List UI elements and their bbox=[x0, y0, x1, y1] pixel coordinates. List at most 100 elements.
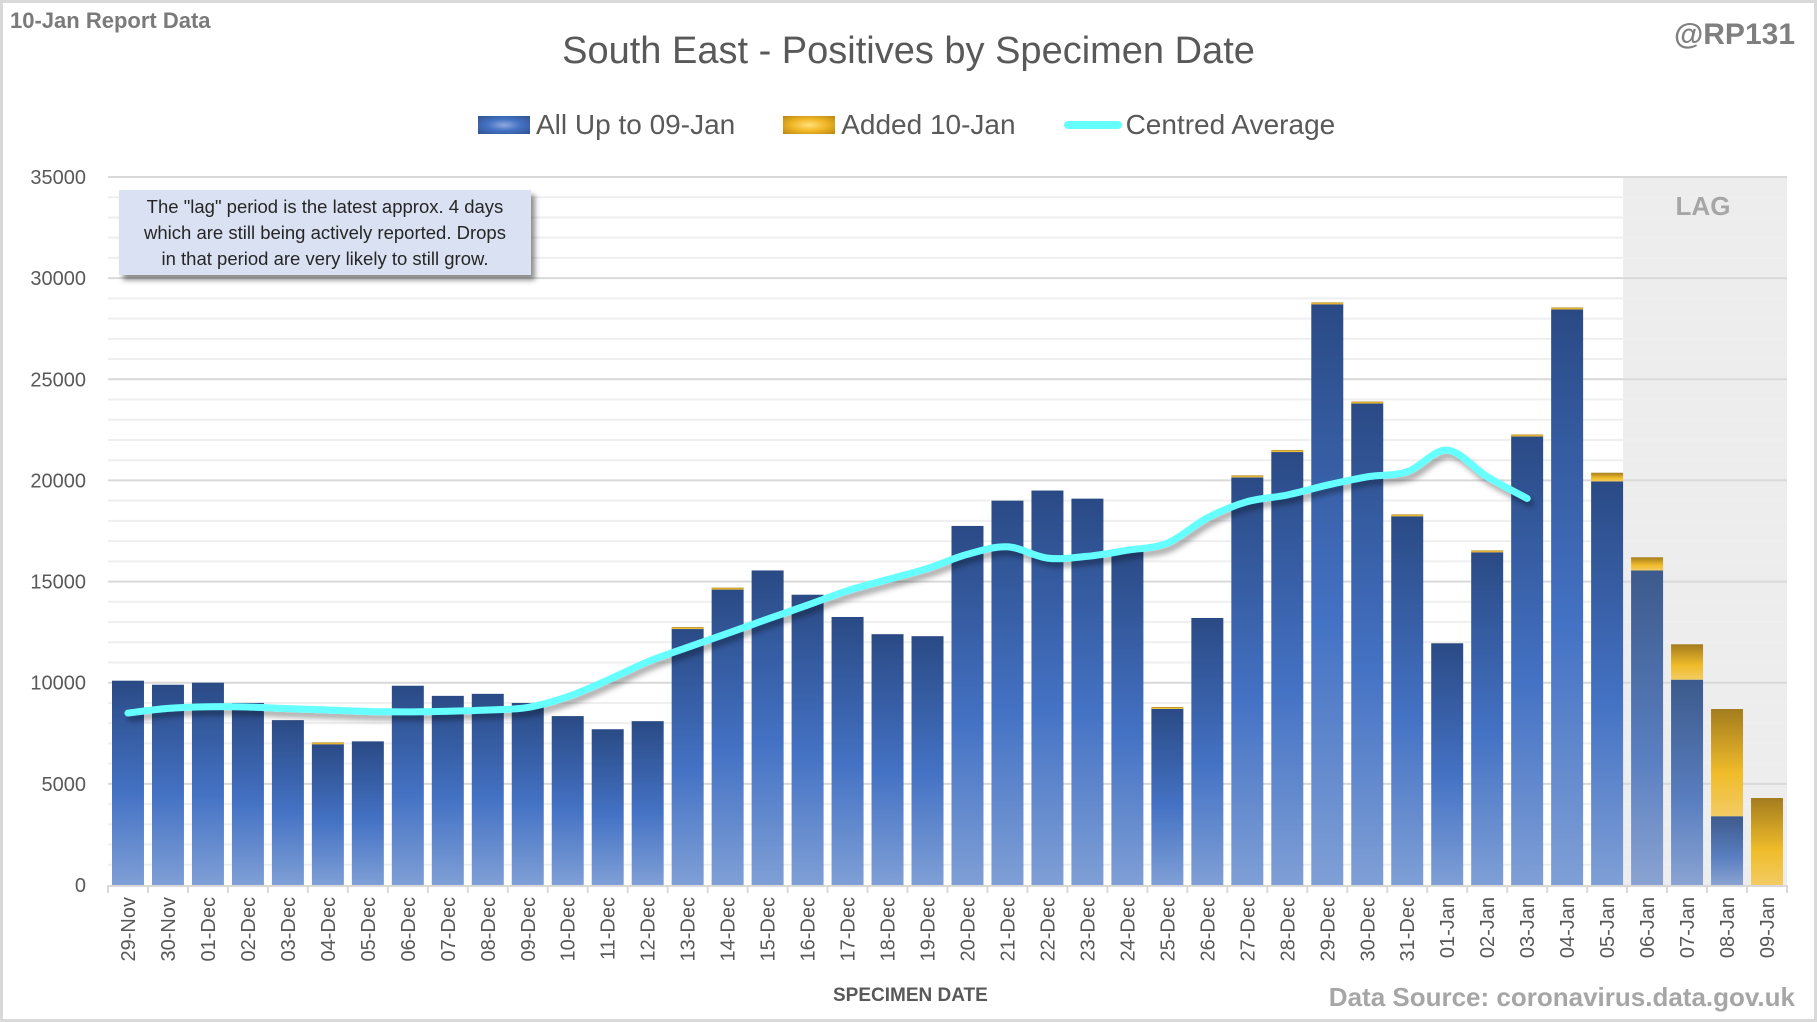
bar-added bbox=[1631, 557, 1664, 571]
x-tick-label: 29-Nov bbox=[118, 897, 140, 961]
bar-base bbox=[391, 685, 424, 885]
bars bbox=[111, 302, 1784, 886]
y-tick-label: 5000 bbox=[42, 774, 87, 796]
bar-added bbox=[1271, 450, 1304, 453]
y-tick-label: 0 bbox=[75, 875, 86, 897]
chart-legend: All Up to 09-Jan Added 10-Jan Centred Av… bbox=[478, 108, 1383, 142]
bar-base bbox=[271, 720, 304, 885]
bar-added bbox=[1551, 307, 1584, 310]
bar-base bbox=[431, 695, 464, 885]
x-tick-label: 09-Dec bbox=[518, 897, 540, 961]
x-tick-label: 16-Dec bbox=[798, 897, 820, 961]
x-tick-label: 05-Jan bbox=[1597, 897, 1619, 958]
legend-label-added: Added 10-Jan bbox=[841, 109, 1016, 140]
bar-added bbox=[1231, 475, 1264, 478]
y-axis-ticks: 0 5000 10000 15000 20000 25000 30000 35000 bbox=[30, 167, 86, 897]
x-tick-label: 01-Jan bbox=[1437, 897, 1459, 958]
bar-base bbox=[1671, 679, 1704, 885]
x-tick-label: 24-Dec bbox=[1117, 897, 1139, 961]
x-tick-label: 14-Dec bbox=[718, 897, 740, 961]
x-tick-label: 06-Dec bbox=[398, 897, 420, 961]
x-tick-label: 05-Dec bbox=[358, 897, 380, 961]
x-tick-label: 11-Dec bbox=[598, 897, 620, 960]
x-tick-label: 28-Dec bbox=[1277, 897, 1299, 961]
x-tick-label: 21-Dec bbox=[997, 897, 1019, 961]
x-tick-label: 31-Dec bbox=[1397, 897, 1419, 961]
x-tick-label: 20-Dec bbox=[957, 897, 979, 961]
bar-base bbox=[1431, 643, 1464, 885]
bar-base bbox=[1031, 490, 1064, 885]
bar-base bbox=[1231, 477, 1264, 885]
y-tick-label: 10000 bbox=[30, 673, 86, 695]
y-tick-label: 25000 bbox=[30, 369, 86, 391]
bar-base bbox=[1391, 515, 1424, 885]
legend-swatch-line-icon bbox=[1063, 121, 1122, 129]
legend-item-average: Centred Average bbox=[1063, 109, 1336, 141]
x-tick-label: 15-Dec bbox=[758, 897, 780, 961]
x-tick-label: 02-Dec bbox=[238, 897, 260, 961]
bar-base bbox=[1511, 435, 1544, 885]
bar-base bbox=[191, 682, 224, 885]
x-tick-label: 22-Dec bbox=[1037, 897, 1059, 961]
bar-base bbox=[1351, 402, 1384, 885]
bar-base bbox=[671, 628, 704, 885]
y-tick-label: 30000 bbox=[30, 268, 86, 290]
x-tick-label: 08-Jan bbox=[1717, 897, 1739, 958]
bar-base bbox=[1151, 708, 1184, 885]
x-tick-label: 30-Dec bbox=[1357, 897, 1379, 961]
y-tick-label: 35000 bbox=[30, 167, 86, 189]
x-tick-label: 26-Dec bbox=[1197, 897, 1219, 961]
bar-base bbox=[1711, 816, 1744, 885]
bar-base bbox=[911, 636, 944, 885]
note-line-2: which are still being actively reported.… bbox=[144, 221, 506, 243]
bar-base bbox=[591, 729, 624, 885]
x-tick-label: 29-Dec bbox=[1317, 897, 1339, 961]
bar-added bbox=[1391, 514, 1424, 517]
note-line-3: in that period are very likely to still … bbox=[161, 247, 489, 269]
legend-label-base: All Up to 09-Jan bbox=[536, 109, 736, 140]
bar-added bbox=[711, 587, 744, 590]
bar-added bbox=[1591, 472, 1624, 482]
bar-base bbox=[1111, 551, 1144, 885]
bar-base bbox=[151, 684, 184, 885]
legend-item-base: All Up to 09-Jan bbox=[478, 109, 735, 141]
chart-title: South East - Positives by Specimen Date bbox=[562, 30, 1255, 72]
x-tick-label: 04-Jan bbox=[1557, 897, 1579, 958]
x-tick-label: 10-Dec bbox=[558, 897, 580, 961]
legend-label-average: Centred Average bbox=[1125, 109, 1336, 140]
x-tick-label: 07-Jan bbox=[1677, 897, 1699, 958]
bar-base bbox=[631, 721, 664, 885]
bar-base bbox=[831, 616, 864, 885]
x-axis-title: SPECIMEN DATE bbox=[833, 985, 988, 1006]
bar-base bbox=[1591, 481, 1624, 885]
centred-average-line bbox=[124, 446, 1531, 717]
bar-base bbox=[871, 634, 904, 885]
average-line-group bbox=[124, 446, 1531, 717]
bar-added bbox=[1511, 434, 1544, 437]
x-tick-label: 25-Dec bbox=[1157, 897, 1179, 961]
bar-base bbox=[1071, 498, 1104, 885]
bar-added bbox=[1351, 401, 1384, 404]
bar-base bbox=[791, 594, 824, 885]
bar-added bbox=[311, 742, 344, 745]
x-tick-label: 18-Dec bbox=[878, 897, 900, 961]
x-tick-label: 07-Dec bbox=[438, 897, 460, 961]
bar-base bbox=[1631, 570, 1664, 885]
lag-explanation-note: The "lag" period is the latest approx. 4… bbox=[119, 190, 531, 275]
x-tick-label: 27-Dec bbox=[1237, 897, 1259, 961]
x-tick-label: 03-Dec bbox=[278, 897, 300, 961]
y-tick-label: 20000 bbox=[30, 470, 86, 492]
x-tick-label: 17-Dec bbox=[838, 897, 860, 961]
x-tick-label: 03-Jan bbox=[1517, 897, 1539, 958]
report-date-label: 10-Jan Report Data bbox=[10, 8, 211, 33]
bar-base bbox=[1551, 309, 1584, 885]
legend-swatch-gold-icon bbox=[783, 116, 836, 134]
bar-base bbox=[1311, 304, 1344, 886]
x-tick-label: 02-Jan bbox=[1477, 897, 1499, 958]
bar-base bbox=[311, 743, 344, 885]
x-tick-label: 13-Dec bbox=[678, 897, 700, 961]
bar-added bbox=[1711, 709, 1744, 817]
x-tick-label: 09-Jan bbox=[1757, 897, 1779, 958]
bar-base bbox=[991, 500, 1024, 885]
